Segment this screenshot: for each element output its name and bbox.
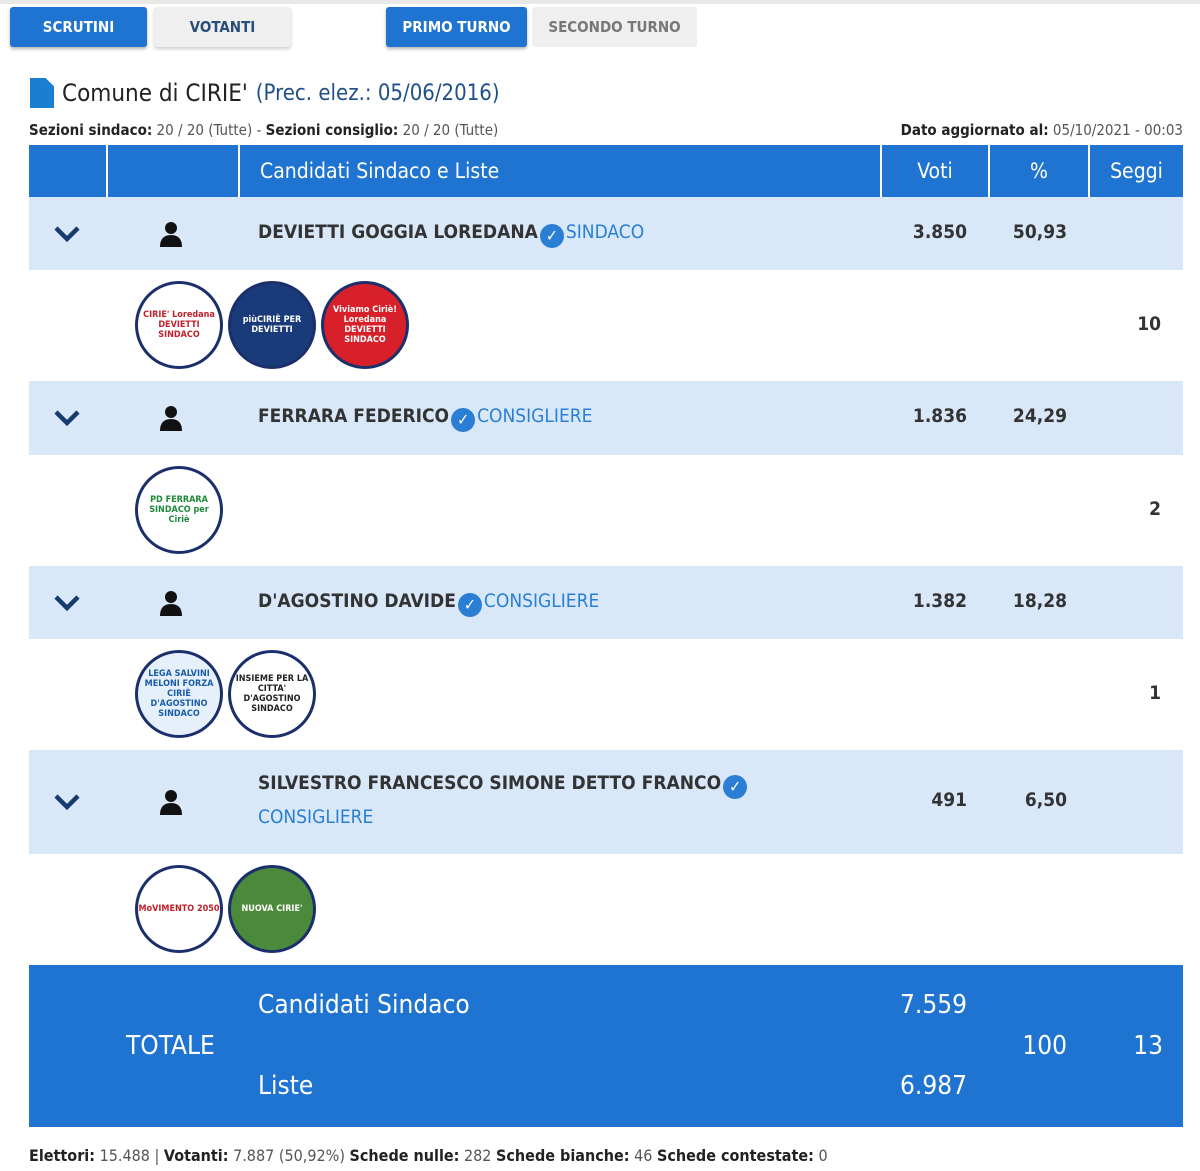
totale-liste-label: Liste [258,1071,314,1101]
verified-check-icon: ✓ [451,408,476,432]
footer-stats: Elettori: 15.488 | Votanti: 7.887 (50,92… [29,1146,828,1165]
lists-row: MoVIMENTO 2050 NUOVA CIRIE' [29,854,1183,965]
candidate-role: SINDACO [565,220,645,243]
value: 05/10/2021 - 00:03 [1052,121,1183,139]
label: Schede nulle: [349,1146,460,1165]
list-seggi: 1 [1149,681,1161,704]
totale-liste-voti: 6.987 [900,1071,967,1101]
list-logo: Viviamo Ciriè! Loredana DEVIETTI SINDACO [321,281,409,369]
totale-perc: 100 [1022,1031,1067,1061]
tab-scrutini[interactable]: SCRUTINI [10,7,147,47]
label: Schede bianche: [496,1146,630,1165]
lists-row: CIRIE' Loredana DEVIETTI SINDACO piùCIRIÈ… [29,270,1183,381]
list-seggi: 10 [1137,312,1161,335]
candidate-voti: 1.382 [912,589,967,612]
candidate-name-text: D'AGOSTINO DAVIDE [258,589,456,612]
top-bar [0,0,1200,4]
header-expand [29,145,108,197]
candidate-perc: 6,50 [1024,789,1067,811]
candidate-perc: 24,29 [1012,405,1067,427]
chevron-down-icon[interactable] [53,225,81,243]
page-title: Comune di CIRIE' (Prec. elez.: 05/06/201… [30,78,500,108]
candidate-voti: 1.836 [912,405,967,427]
user-icon [160,221,182,247]
lists-row: LEGA SALVINI MELONI FORZA CIRIÈ D'AGOSTI… [29,639,1183,750]
list-logo: INSIEME PER LA CITTA' D'AGOSTINO SINDACO [228,650,316,738]
candidate-role: CONSIGLIERE [258,806,374,828]
results-table: Candidati Sindaco e Liste Voti % Seggi T… [29,145,1183,1127]
candidate-voti: 491 [931,789,967,811]
candidate-name-text: FERRARA FEDERICO [258,405,450,427]
value: 7.887 (50,92%) [233,1146,345,1165]
label: Elettori: [29,1146,95,1165]
sezioni-info: Sezioni sindaco: 20 / 20 (Tutte) - Sezio… [29,121,498,139]
totale-row: TOTALE Candidati Sindaco 7.559 Liste 6.9… [29,965,1183,1127]
label: Sezioni consiglio: [265,121,399,139]
candidate-name: FERRARA FEDERICO ✓ CONSIGLIERE [258,405,592,432]
candidate-voti: 3.850 [912,220,967,243]
document-icon [30,78,54,108]
tab-primo-turno[interactable]: PRIMO TURNO [386,7,527,47]
tab-votanti[interactable]: VOTANTI [154,7,291,47]
label: Votanti: [163,1146,229,1165]
list-logo: MoVIMENTO 2050 [135,865,223,953]
candidate-name: D'AGOSTINO DAVIDE ✓ CONSIGLIERE [258,590,599,617]
candidate-role: CONSIGLIERE [477,405,593,427]
candidate-row: DEVIETTI GOGGIA LOREDANA ✓ SINDACO 3.850 5… [29,197,1183,270]
totale-label: TOTALE [126,1031,215,1061]
user-icon [160,590,182,616]
header-voti: Voti [882,145,990,197]
list-logo: piùCIRIÈ PER DEVIETTI [228,281,316,369]
candidate-row: D'AGOSTINO DAVIDE ✓ CONSIGLIERE 1.382 18,2… [29,566,1183,639]
sep: - [252,121,266,139]
label: Sezioni sindaco: [29,121,153,139]
label: Schede contestate: [657,1146,814,1165]
header-icon [108,145,240,197]
header-seggi: Seggi [1110,159,1163,183]
value: 282 [463,1146,492,1165]
candidate-row: FERRARA FEDERICO ✓ CONSIGLIERE 1.836 24,29 [29,381,1183,455]
value: 0 [818,1146,828,1165]
lists-row: PD FERRARA SINDACO per Ciriè 2 [29,455,1183,566]
comune-name: Comune di CIRIE' [62,79,248,107]
totale-seggi: 13 [1133,1031,1163,1061]
verified-check-icon: ✓ [723,775,748,799]
candidate-name: DEVIETTI GOGGIA LOREDANA ✓ SINDACO [258,221,644,248]
value: 20 / 20 (Tutte) [156,121,253,139]
user-icon [160,406,182,431]
list-logo: CIRIE' Loredana DEVIETTI SINDACO [135,281,223,369]
table-header: Candidati Sindaco e Liste Voti % Seggi [29,145,1183,197]
label: Dato aggiornato al: [900,121,1049,139]
candidate-name-text: DEVIETTI GOGGIA LOREDANA [258,220,538,243]
totale-cand-label: Candidati Sindaco [258,990,470,1020]
verified-check-icon: ✓ [539,223,564,248]
tab-secondo-turno[interactable]: SECONDO TURNO [532,7,697,47]
candidate-role: CONSIGLIERE [483,589,600,612]
user-icon [160,790,182,815]
updated-info: Dato aggiornato al: 05/10/2021 - 00:03 [901,121,1183,139]
chevron-down-icon[interactable] [53,409,81,427]
candidate-name: SILVESTRO FRANCESCO SIMONE DETTO FRANCO ✓… [258,772,749,835]
candidate-perc: 50,93 [1012,220,1067,243]
prec-elez: (Prec. elez.: 05/06/2016) [255,80,500,106]
chevron-down-icon[interactable] [53,594,81,612]
chevron-down-icon[interactable] [53,793,81,811]
header-candidati: Candidati Sindaco e Liste [240,145,882,197]
list-logo: LEGA SALVINI MELONI FORZA CIRIÈ D'AGOSTI… [135,650,223,738]
header-perc: % [990,145,1090,197]
verified-check-icon: ✓ [457,592,482,617]
sep: | [149,1146,164,1165]
candidate-perc: 18,28 [1012,589,1067,612]
list-seggi: 2 [1149,497,1161,520]
list-logo: NUOVA CIRIE' [228,865,316,953]
candidate-row: SILVESTRO FRANCESCO SIMONE DETTO FRANCO ✓… [29,750,1183,854]
value: 46 [634,1146,653,1165]
list-logo: PD FERRARA SINDACO per Ciriè [135,466,223,554]
value: 15.488 [99,1146,150,1165]
value: 20 / 20 (Tutte) [402,121,499,139]
totale-cand-voti: 7.559 [900,990,967,1020]
candidate-name-text: SILVESTRO FRANCESCO SIMONE DETTO FRANCO [258,772,722,794]
